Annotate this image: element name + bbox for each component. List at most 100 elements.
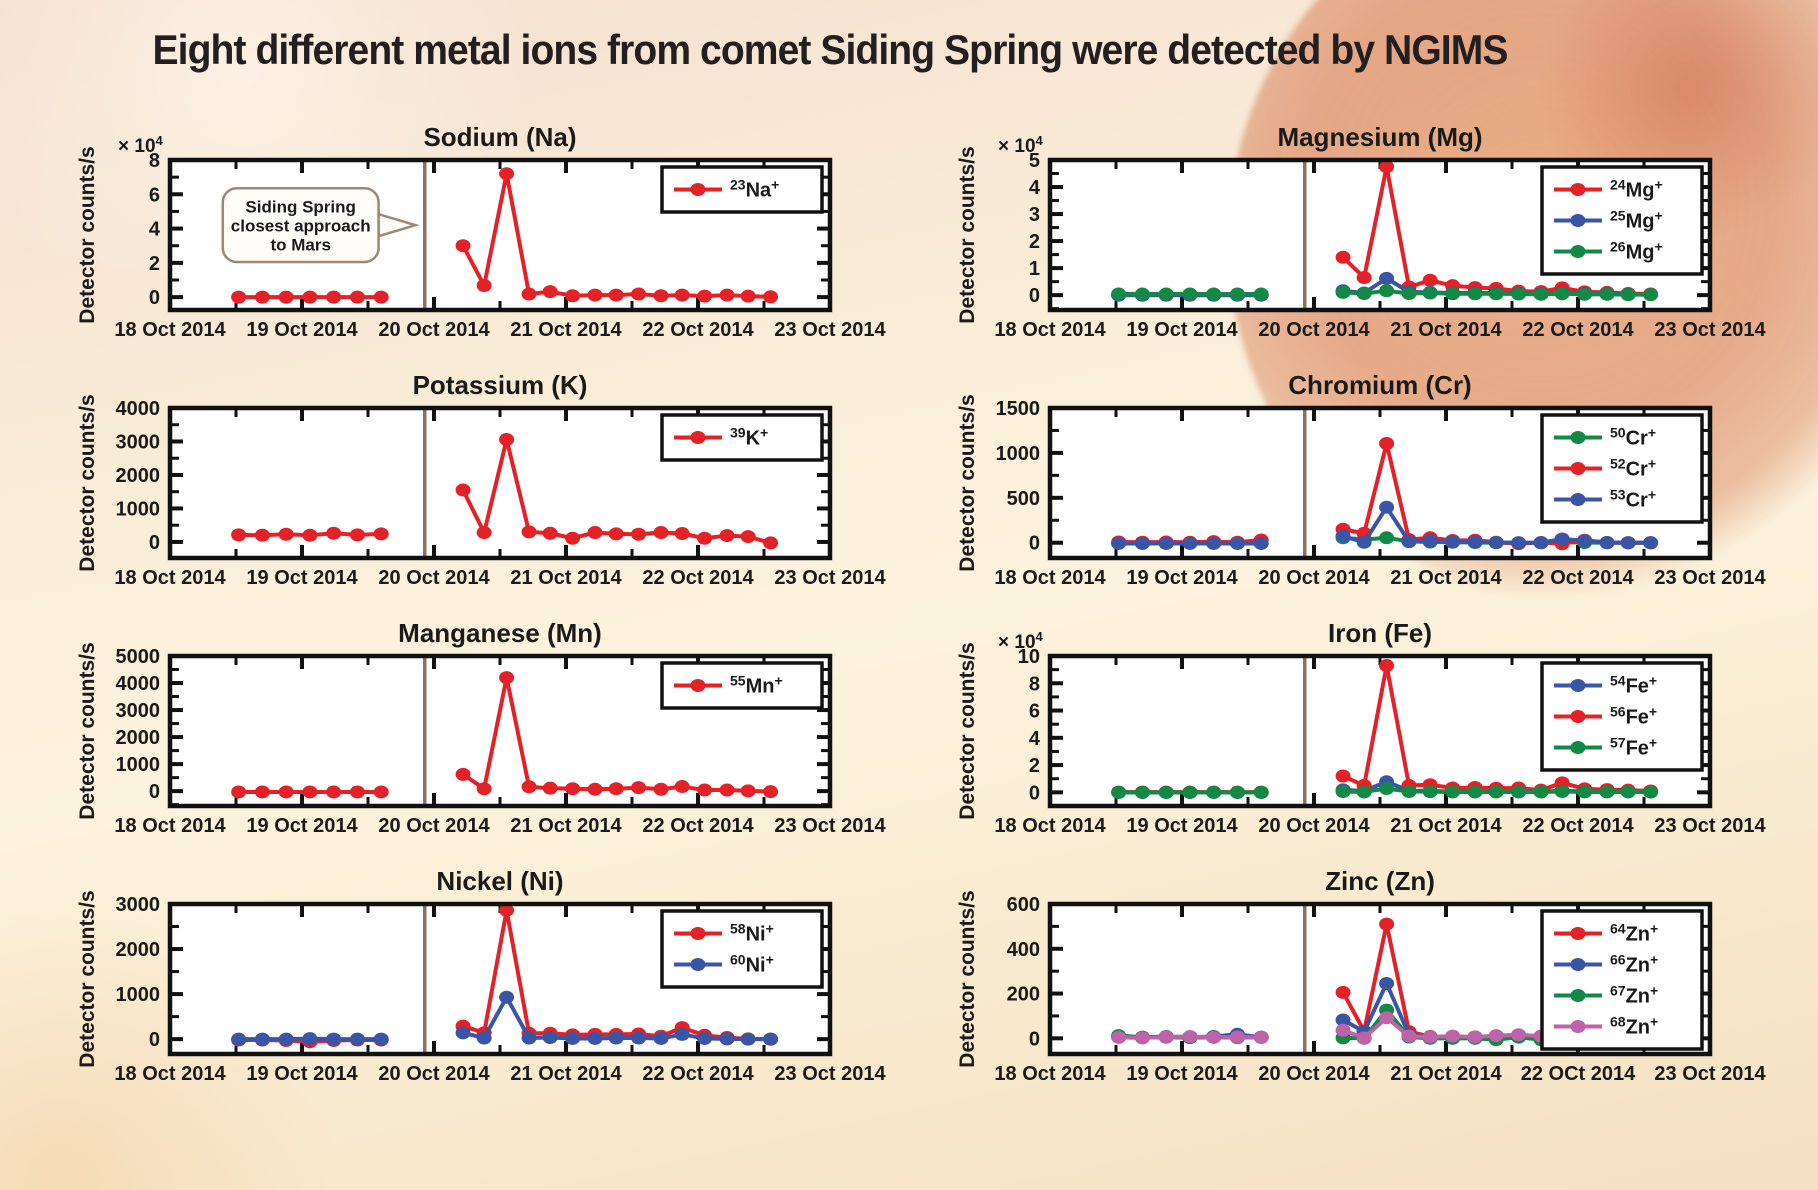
- data-point: [278, 1032, 294, 1046]
- data-point: [254, 290, 270, 304]
- data-point: [697, 289, 713, 303]
- legend: 58Ni+ 60Ni+: [660, 909, 824, 989]
- data-point: [1134, 536, 1150, 550]
- x-tick-label: 20 Oct 2014: [378, 319, 490, 341]
- legend-marker: [1570, 493, 1586, 506]
- data-point: [763, 290, 779, 304]
- data-point: [1620, 288, 1636, 302]
- y-tick-label: 3: [1029, 204, 1040, 226]
- data-point: [1182, 287, 1198, 301]
- legend-marker: [1570, 989, 1586, 1002]
- data-point: [476, 278, 492, 292]
- data-point: [1379, 917, 1395, 931]
- data-point: [1511, 1028, 1527, 1042]
- x-tick-label: 23 Oct 2014: [774, 567, 886, 589]
- legend-marker: [690, 431, 706, 444]
- series-60Ni: [231, 990, 779, 1046]
- x-tick-label: 22 Oct 2014: [642, 815, 754, 837]
- y-axis-label: Detector counts/s: [76, 394, 99, 571]
- chart-svg-nickel: Nickel (Ni) Detector counts/s 18 Oct 2014 1…: [76, 866, 886, 1085]
- data-point: [1577, 534, 1593, 548]
- x-tick-label: 22 Oct 2014: [1522, 815, 1634, 837]
- data-point: [278, 785, 294, 799]
- data-point: [740, 784, 756, 798]
- chart-svg-zinc: Zinc (Zn) Detector counts/s 18 Oct 2014 19 …: [956, 866, 1766, 1085]
- data-point: [1335, 1023, 1351, 1037]
- data-point: [499, 167, 515, 181]
- data-point: [455, 483, 471, 497]
- data-point: [1554, 287, 1570, 301]
- x-tick-label: 23 Oct 2014: [774, 815, 886, 837]
- x-tick-label: 21 Oct 2014: [1390, 319, 1502, 341]
- x-tick-label: 21 Oct 2014: [510, 567, 622, 589]
- y-axis-label: Detector counts/s: [956, 642, 979, 819]
- data-point: [521, 525, 537, 539]
- data-point: [719, 783, 735, 797]
- data-point: [1533, 536, 1549, 550]
- plot-frame: [1047, 653, 1713, 809]
- x-tick-label: 18 Oct 2014: [994, 319, 1106, 341]
- chart-title: Manganese (Mn): [398, 618, 602, 648]
- x-tick-label: 21 Oct 2014: [1390, 815, 1502, 837]
- y-tick-label: 0: [1029, 285, 1040, 307]
- x-tick-label: 21 Oct 2014: [510, 319, 622, 341]
- data-point: [719, 1032, 735, 1046]
- y-tick-label: 1: [1029, 258, 1040, 280]
- data-point: [1356, 1031, 1372, 1045]
- data-point: [587, 782, 603, 796]
- data-point: [1379, 531, 1395, 545]
- y-tick-label: 6: [1029, 701, 1040, 723]
- data-point: [1253, 287, 1269, 301]
- data-point: [326, 290, 342, 304]
- x-tick-label: 20 Oct 2014: [1258, 567, 1370, 589]
- data-point: [608, 1031, 624, 1045]
- x-tick-label: 19 Oct 2014: [1126, 319, 1238, 341]
- data-point: [476, 526, 492, 540]
- chart-title: Chromium (Cr): [1288, 370, 1471, 400]
- y-tick-label: 6: [149, 184, 160, 206]
- data-point: [1577, 785, 1593, 799]
- chart-title: Nickel (Ni): [436, 866, 563, 896]
- data-point: [1445, 1029, 1461, 1043]
- data-point: [1253, 536, 1269, 550]
- plot-frame: [167, 901, 833, 1057]
- data-point: [278, 527, 294, 541]
- y-tick-label: 4: [1029, 177, 1041, 199]
- legend-marker: [1570, 927, 1586, 940]
- legend: 50Cr+ 52Cr+ 53Cr+: [1540, 413, 1704, 524]
- legend-marker: [1570, 958, 1586, 971]
- plot-frame: [1047, 157, 1713, 313]
- data-point: [653, 526, 669, 540]
- x-tick-label: 21 Oct 2014: [1390, 1063, 1502, 1085]
- data-point: [1445, 287, 1461, 301]
- data-point: [1401, 1029, 1417, 1043]
- data-point: [1445, 535, 1461, 549]
- data-point: [1206, 287, 1222, 301]
- chart-svg-iron: Iron (Fe) × 104 Detector counts/s 18 Oct 20…: [956, 618, 1766, 837]
- data-point: [1643, 785, 1659, 799]
- legend-marker: [690, 679, 706, 692]
- y-axis-label: Detector counts/s: [76, 146, 99, 323]
- data-point: [455, 767, 471, 781]
- x-tick-label: 19 Oct 2014: [246, 567, 358, 589]
- legend: 64Zn+ 66Zn+ 67Zn+ 68Zn+: [1540, 909, 1704, 1051]
- y-tick-label: 0: [1029, 1028, 1040, 1050]
- data-point: [565, 289, 581, 303]
- data-point: [1356, 785, 1372, 799]
- data-point: [587, 288, 603, 302]
- data-point: [1335, 529, 1351, 543]
- data-point: [674, 527, 690, 541]
- series-57Fe: [1111, 782, 1659, 799]
- data-point: [608, 288, 624, 302]
- data-point: [476, 1031, 492, 1045]
- x-tick-label: 21 Oct 2014: [510, 815, 622, 837]
- x-tick-label: 19 Oct 2014: [246, 815, 358, 837]
- x-tick-label: 23 Oct 2014: [1654, 319, 1766, 341]
- data-point: [587, 1031, 603, 1045]
- chart-svg-magnesium: Magnesium (Mg) × 104 Detector counts/s 18 O…: [956, 122, 1766, 341]
- legend-label: 68Zn+: [1610, 1014, 1658, 1039]
- data-point: [763, 785, 779, 799]
- x-tick-label: 22 Oct 2014: [1522, 319, 1634, 341]
- data-point: [1379, 659, 1395, 673]
